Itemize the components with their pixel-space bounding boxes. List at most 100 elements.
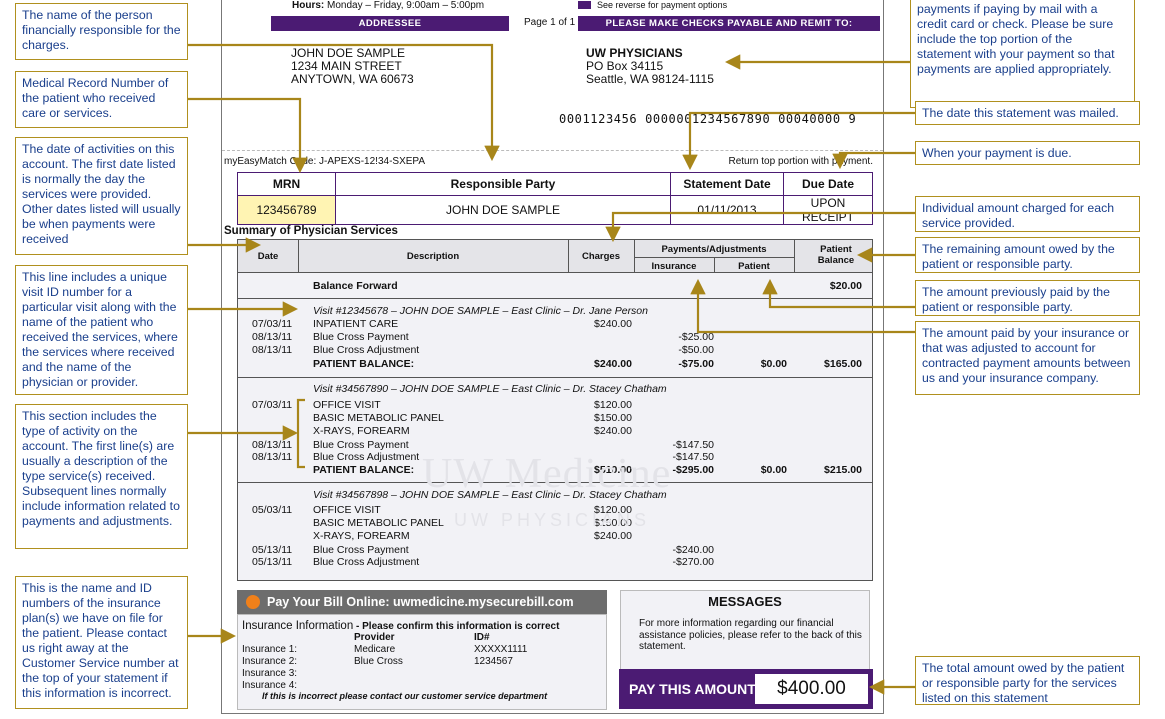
line-desc: X-RAYS, FOREARM <box>313 530 410 542</box>
line-insurance: -$270.00 <box>672 556 714 568</box>
hours-value: Monday – Friday, 9:00am – 5:00pm <box>327 0 485 11</box>
insurance-provider: Medicare <box>354 644 396 655</box>
patient-balance-label: PATIENT BALANCE: <box>313 464 415 476</box>
balance-forward-row: Balance Forward $20.00 <box>237 273 873 299</box>
insurance-label: Insurance 3: <box>242 668 298 679</box>
reverse-note-text: See reverse for payment options <box>597 0 728 10</box>
total-patient: $0.00 <box>760 464 787 476</box>
pay-online-bar[interactable]: Pay Your Bill Online: uwmedicine.mysecur… <box>237 590 607 614</box>
line-desc: Blue Cross Adjustment <box>313 451 420 463</box>
total-charge: $240.00 <box>594 358 632 370</box>
col-payments: Payments/Adjustments <box>661 244 767 255</box>
insurance-label: Insurance 1: <box>242 644 298 655</box>
line-date: 08/13/11 <box>252 331 293 343</box>
line-date: 07/03/11 <box>252 318 293 330</box>
line-date: 08/13/11 <box>252 344 293 356</box>
line-date: 07/03/11 <box>252 399 293 411</box>
pay-this-amount-value: $400.00 <box>755 674 868 704</box>
total-patient: $0.00 <box>760 358 787 370</box>
match-code: myEasyMatch Code: J-APEXS-12!34-SXEPA <box>224 156 426 167</box>
patient-balance-label: PATIENT BALANCE: <box>313 358 415 370</box>
statement-date-header: Statement Date <box>670 172 784 196</box>
col-date: Date <box>257 251 279 262</box>
total-insurance: -$75.00 <box>678 358 714 370</box>
watermark-logo: UW Medicine <box>422 451 672 497</box>
insurance-label: Insurance 4: <box>242 680 298 691</box>
visit-title: Visit #12345678 – JOHN DOE SAMPLE – East… <box>313 305 648 317</box>
remit-block: UW PHYSICIANS PO Box 34115 Seattle, WA 9… <box>586 46 714 87</box>
col-balance: Patient Balance <box>817 244 855 266</box>
insurance-id: 1234567 <box>474 656 513 667</box>
account-header-table: MRN Responsible Party Statement Date Due… <box>237 172 873 225</box>
hours-line: Hours: Monday – Friday, 9:00am – 5:00pm <box>292 0 484 11</box>
line-insurance: -$147.50 <box>672 439 714 451</box>
insurance-heading: Insurance Information - Please confirm t… <box>242 620 559 632</box>
responsible-party-value: JOHN DOE SAMPLE <box>335 195 671 225</box>
line-date: 05/13/11 <box>252 556 293 568</box>
line-date: 08/13/11 <box>252 439 293 451</box>
due-date-value: UPON RECEIPT <box>783 195 873 225</box>
callout-activity-section: This section includes the type of activi… <box>15 404 188 549</box>
messages-box: MESSAGES For more information regarding … <box>620 590 870 676</box>
pay-online-link[interactable]: Pay Your Bill Online: uwmedicine.mysecur… <box>267 595 574 609</box>
remit-pobox: PO Box 34115 <box>586 59 664 74</box>
total-insurance: -$295.00 <box>672 464 714 476</box>
remit-city: Seattle, WA 98124-1115 <box>586 72 714 87</box>
total-charge: $510.00 <box>594 464 632 476</box>
pay-online-icon <box>246 595 260 609</box>
col-description: Description <box>406 251 460 262</box>
remit-name: UW PHYSICIANS <box>586 46 683 60</box>
due-date-header: Due Date <box>783 172 873 196</box>
line-desc: Blue Cross Payment <box>313 439 409 451</box>
insurance-label: Insurance 2: <box>242 656 298 667</box>
watermark-sub: UW PHYSICIANS <box>454 510 651 530</box>
line-charge: $120.00 <box>594 504 632 516</box>
callout-patient-paid: The amount previously paid by the patien… <box>915 280 1140 316</box>
callout-charges: Individual amount charged for each servi… <box>915 196 1140 232</box>
total-balance: $215.00 <box>824 464 862 476</box>
callout-responsible-party: The name of the person financially respo… <box>15 3 188 60</box>
line-desc: BASIC METABOLIC PANEL <box>313 412 444 424</box>
callout-remaining-balance: The remaining amount owed by the patient… <box>915 237 1140 273</box>
callout-mrn: Medical Record Number of the patient who… <box>15 71 188 128</box>
line-charge: $240.00 <box>594 425 632 437</box>
line-desc: X-RAYS, FOREARM <box>313 425 410 437</box>
hours-label: Hours: <box>292 0 325 11</box>
statement-date-value: 01/11/2013 <box>670 195 784 225</box>
line-charge: $120.00 <box>594 399 632 411</box>
callout-activity-dates: The date of activities on this account. … <box>15 137 188 255</box>
line-desc: OFFICE VISIT <box>313 399 381 411</box>
callout-remit: payments if paying by mail with a credit… <box>910 0 1135 108</box>
line-desc: Blue Cross Payment <box>313 331 409 343</box>
visit-section-3: Visit #34567898 – JOHN DOE SAMPLE – East… <box>237 483 873 581</box>
balance-forward-amount: $20.00 <box>829 280 862 292</box>
line-charge: $240.00 <box>594 318 632 330</box>
line-desc: BASIC METABOLIC PANEL <box>313 517 444 529</box>
line-date: 08/13/11 <box>252 451 293 463</box>
callout-mailed-date: The date this statement was mailed. <box>915 101 1140 125</box>
line-desc: OFFICE VISIT <box>313 504 381 516</box>
remit-bar: PLEASE MAKE CHECKS PAYABLE AND REMIT TO: <box>578 16 880 31</box>
line-desc: INPATIENT CARE <box>313 318 399 330</box>
insurance-info-box: Insurance Information - Please confirm t… <box>237 614 607 710</box>
line-desc: Blue Cross Adjustment <box>313 556 420 568</box>
visit-section-1: Visit #12345678 – JOHN DOE SAMPLE – East… <box>237 299 873 378</box>
line-charge: $150.00 <box>594 412 632 424</box>
visit-section-2: Visit #34567890 – JOHN DOE SAMPLE – East… <box>237 378 873 483</box>
return-note: Return top portion with payment. <box>728 156 873 167</box>
visit-title: Visit #34567898 – JOHN DOE SAMPLE – East… <box>313 489 667 501</box>
page-number: Page 1 of 1 <box>524 17 576 28</box>
pay-this-amount-box: PAY THIS AMOUNT $400.00 <box>619 669 873 709</box>
mrn-header: MRN <box>237 172 336 196</box>
provider-header: Provider <box>354 632 395 643</box>
line-charge: $150.00 <box>594 517 632 529</box>
insurance-id: XXXXX1111 <box>474 644 528 655</box>
addressee-bar: ADDRESSEE <box>271 16 509 31</box>
summary-title: Summary of Physician Services <box>224 225 398 237</box>
messages-title: MESSAGES <box>708 594 782 609</box>
col-patient: Patient <box>738 261 770 272</box>
summary-column-header: Date Description Charges Payments/Adjust… <box>237 239 873 273</box>
line-insurance: -$147.50 <box>672 451 714 463</box>
id-header: ID# <box>474 632 490 643</box>
callout-insurance: This is the name and ID numbers of the i… <box>15 576 188 709</box>
